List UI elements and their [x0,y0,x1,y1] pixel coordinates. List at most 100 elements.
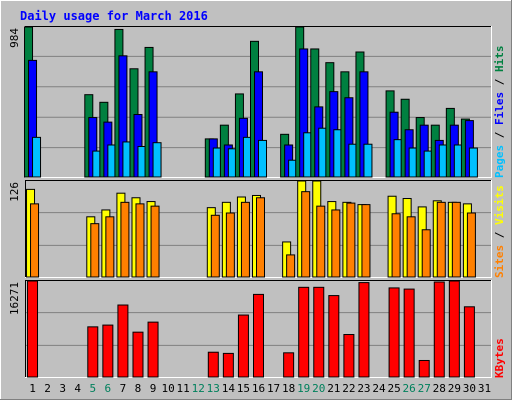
legend-item-hits: Hits [493,46,506,73]
bar-hits-pages-day-30 [468,147,478,178]
bar-hits-pages-day-9 [152,142,162,178]
x-tick-label-day-21: 21 [327,382,340,395]
panel-hits-max-label: 984 [8,28,21,48]
chart-title: Daily usage for March 2016 [20,9,208,23]
bar-kbytes-kbytes-day-14 [222,352,234,378]
bar-hits-pages-day-23 [363,143,373,178]
x-tick-label-day-9: 9 [150,382,157,395]
bar-kbytes-kbytes-day-9 [147,321,159,378]
bar-visits-sites-day-13 [210,214,220,278]
x-tick-label-day-7: 7 [120,382,127,395]
x-tick-label-day-14: 14 [222,382,236,395]
bar-kbytes-kbytes-day-21 [328,295,340,378]
bar-visits-sites-day-5 [90,223,100,278]
legend-item-pages: Pages [493,145,506,178]
legend-item-visits: Visits [493,185,506,225]
bar-visits-sites-day-27 [421,229,431,278]
x-tick-label-day-17: 17 [267,382,280,395]
legend-item-kbytes: KBytes [493,338,506,378]
bar-visits-sites-day-28 [436,201,446,278]
bar-kbytes-kbytes-day-1 [27,280,39,378]
bar-kbytes-kbytes-day-13 [207,351,219,378]
bar-visits-sites-day-21 [331,209,341,278]
bar-visits-sites-day-20 [316,205,326,278]
x-tick-label-day-28: 28 [433,382,446,395]
panel-kbytes: 16271 KBytes [8,280,506,378]
x-tick-label-day-16: 16 [252,382,265,395]
panel-visits-legend: Sites / Visits [493,185,506,278]
x-tick-label-day-29: 29 [448,382,461,395]
x-tick-label-day-12: 12 [192,382,205,395]
x-tick-label-day-13: 13 [207,382,220,395]
x-tick-label-day-31: 31 [478,382,491,395]
x-tick-label-day-1: 1 [29,382,36,395]
panel-hits-legend: Pages / Files / Hits [493,46,506,179]
x-tick-label-day-18: 18 [282,382,295,395]
bar-kbytes-kbytes-day-29 [448,280,460,378]
x-tick-label-day-5: 5 [89,382,96,395]
bar-kbytes-kbytes-day-18 [283,352,295,378]
bar-visits-sites-day-7 [120,201,130,278]
bar-kbytes-kbytes-day-25 [388,287,400,378]
x-tick-label-day-2: 2 [44,382,51,395]
bar-kbytes-kbytes-day-5 [87,326,99,378]
x-tick-label-day-3: 3 [59,382,66,395]
bar-kbytes-kbytes-day-27 [418,359,430,378]
x-tick-label-day-10: 10 [161,382,174,395]
panel-kbytes-max-label: 16271 [8,282,21,315]
bar-kbytes-kbytes-day-19 [298,286,310,378]
legend-separator: / [493,125,506,145]
bar-kbytes-kbytes-day-8 [132,331,144,378]
legend-separator: / [493,72,506,92]
bar-visits-sites-day-23 [361,204,371,278]
bar-visits-sites-day-1 [30,203,40,278]
panel-hits: 984 Pages / Files / Hits [8,26,506,178]
x-axis-labels: 1 2 3 4 5 6 7 8 9 10 11 12 13 14 15 16 17 18 19 20 21 22 23 24 2… [29,382,491,395]
bar-visits-sites-day-16 [256,197,265,278]
x-tick-label-day-20: 20 [312,382,325,395]
bar-visits-sites-day-19 [301,191,311,278]
x-tick-label-day-23: 23 [357,382,370,395]
bar-visits-sites-day-14 [225,212,235,278]
x-tick-label-day-30: 30 [463,382,476,395]
bar-visits-sites-day-29 [451,201,461,278]
bar-kbytes-kbytes-day-16 [253,293,264,378]
x-tick-label-day-26: 26 [403,382,416,395]
x-tick-label-day-15: 15 [237,382,250,395]
bar-visits-sites-day-30 [466,212,476,278]
x-tick-label-day-27: 27 [418,382,431,395]
bar-visits-sites-day-6 [105,216,115,278]
panel-kbytes-legend: KBytes [493,338,506,378]
bar-kbytes-kbytes-day-30 [463,306,475,378]
chart-panels: 984 Pages / Files / Hits 126 Sites / Visits… [8,26,506,378]
legend-item-sites: Sites [493,245,506,278]
bar-visits-sites-day-25 [391,213,401,278]
panel-visits-max-label: 126 [8,182,21,202]
bar-kbytes-kbytes-day-6 [102,324,114,378]
x-tick-label-day-25: 25 [387,382,400,395]
x-tick-label-day-22: 22 [342,382,355,395]
bar-visits-sites-day-18 [286,254,296,278]
bar-kbytes-kbytes-day-15 [237,314,249,378]
bar-visits-sites-day-9 [150,205,160,278]
legend-separator: / [493,225,506,245]
bar-visits-sites-day-22 [346,202,356,278]
x-tick-label-day-6: 6 [105,382,112,395]
legend-item-files: Files [493,92,506,125]
bar-kbytes-kbytes-day-28 [433,281,445,378]
bar-kbytes-kbytes-day-26 [403,288,415,378]
x-tick-label-day-8: 8 [135,382,142,395]
bar-kbytes-kbytes-day-23 [358,282,370,378]
x-tick-label-day-4: 4 [74,382,81,395]
bar-visits-sites-day-15 [240,201,250,278]
x-tick-label-day-19: 19 [297,382,310,395]
panel-visits: 126 Sites / Visits [8,180,506,278]
bar-kbytes-kbytes-day-7 [117,304,129,378]
x-tick-label-day-11: 11 [177,382,190,395]
bar-hits-pages-day-1 [32,136,42,178]
bar-kbytes-kbytes-day-20 [313,286,325,378]
x-tick-label-day-24: 24 [372,382,386,395]
bar-kbytes-kbytes-day-22 [343,334,355,378]
bar-visits-sites-day-8 [135,203,145,278]
